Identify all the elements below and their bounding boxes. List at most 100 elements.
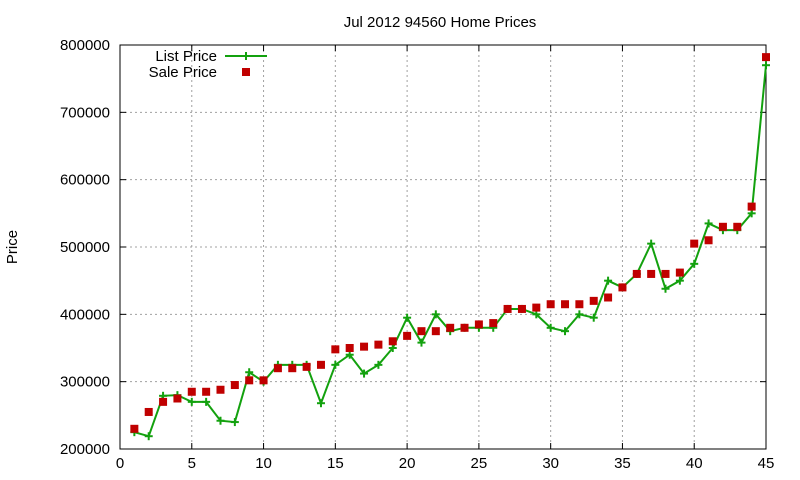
data-point-sale-price bbox=[675, 268, 684, 277]
legend-swatch-sale-price bbox=[242, 68, 250, 76]
y-tick-label: 200000 bbox=[60, 441, 110, 458]
data-point-sale-price bbox=[273, 364, 282, 373]
data-point-list-price bbox=[532, 310, 541, 319]
axis-ticks: 200000 300000 400000 500000 600000 700000 8000… bbox=[60, 37, 774, 472]
data-point-list-price bbox=[245, 368, 254, 377]
legend-marker-sale-price bbox=[242, 68, 250, 76]
data-point-list-price bbox=[762, 61, 770, 70]
data-point-sale-price bbox=[259, 376, 268, 385]
chart-title: Jul 2012 94560 Home Prices bbox=[344, 14, 537, 31]
data-point-sale-price bbox=[374, 340, 383, 349]
data-point-list-price bbox=[690, 259, 699, 268]
data-point-list-price bbox=[345, 350, 354, 359]
data-point-sale-price bbox=[561, 300, 570, 309]
data-point-sale-price bbox=[403, 331, 412, 340]
data-point-sale-price bbox=[718, 222, 727, 231]
data-point-sale-price bbox=[187, 387, 196, 396]
data-point-list-price bbox=[675, 276, 684, 285]
data-point-sale-price bbox=[632, 269, 641, 278]
data-point-sale-price bbox=[474, 320, 483, 329]
series-line-list-price bbox=[134, 65, 767, 438]
data-point-sale-price bbox=[288, 364, 297, 373]
data-point-sale-price bbox=[460, 323, 469, 332]
data-point-sale-price bbox=[762, 53, 770, 62]
data-point-list-price bbox=[546, 323, 555, 332]
y-tick-label: 800000 bbox=[60, 37, 110, 54]
data-point-sale-price bbox=[159, 397, 168, 406]
legend-swatch-list-price bbox=[225, 52, 267, 60]
x-tick-label: 15 bbox=[327, 455, 344, 472]
y-tick-label: 400000 bbox=[60, 306, 110, 323]
data-point-sale-price bbox=[417, 327, 426, 336]
legend-marker-list-price bbox=[242, 52, 250, 60]
data-point-list-price bbox=[704, 219, 713, 228]
y-tick-label: 300000 bbox=[60, 374, 110, 391]
data-point-list-price bbox=[360, 369, 369, 378]
legend: List Price Sale Price bbox=[149, 48, 267, 81]
data-point-sale-price bbox=[604, 293, 613, 302]
data-point-sale-price bbox=[661, 269, 670, 278]
data-point-list-price bbox=[187, 397, 196, 406]
data-point-list-price bbox=[575, 310, 584, 319]
data-point-list-price bbox=[589, 313, 598, 322]
x-tick-label: 25 bbox=[471, 455, 488, 472]
data-point-sale-price bbox=[733, 222, 742, 231]
data-point-list-price bbox=[604, 276, 613, 285]
data-point-sale-price bbox=[316, 360, 325, 369]
data-point-list-price bbox=[747, 209, 756, 218]
data-point-sale-price bbox=[144, 407, 153, 416]
data-point-sale-price bbox=[130, 424, 139, 433]
data-point-sale-price bbox=[647, 269, 656, 278]
data-point-sale-price bbox=[216, 385, 225, 394]
data-point-list-price bbox=[202, 397, 211, 406]
data-point-sale-price bbox=[230, 381, 239, 390]
data-point-sale-price bbox=[704, 236, 713, 245]
data-point-list-price bbox=[331, 360, 340, 369]
data-point-sale-price bbox=[245, 376, 254, 385]
data-point-sale-price bbox=[517, 304, 526, 313]
legend-label-sale-price: Sale Price bbox=[149, 64, 217, 81]
data-point-list-price bbox=[431, 310, 440, 319]
legend-label-list-price: List Price bbox=[155, 48, 217, 65]
y-tick-label: 600000 bbox=[60, 172, 110, 189]
x-tick-label: 35 bbox=[614, 455, 631, 472]
data-point-sale-price bbox=[173, 394, 182, 403]
data-point-sale-price bbox=[388, 337, 397, 346]
y-tick-label: 700000 bbox=[60, 104, 110, 121]
data-point-sale-price bbox=[503, 304, 512, 313]
x-tick-label: 20 bbox=[399, 455, 416, 472]
data-point-sale-price bbox=[302, 362, 311, 371]
data-point-sale-price bbox=[747, 202, 756, 211]
series-list-price bbox=[130, 61, 770, 441]
data-point-sale-price bbox=[202, 387, 211, 396]
data-point-list-price bbox=[561, 327, 570, 336]
data-point-sale-price bbox=[431, 327, 440, 336]
data-point-list-price bbox=[216, 416, 225, 425]
data-series bbox=[130, 53, 770, 441]
data-point-list-price bbox=[230, 418, 239, 427]
data-point-sale-price bbox=[575, 300, 584, 309]
data-point-sale-price bbox=[489, 319, 498, 328]
plot-frame bbox=[119, 44, 767, 450]
data-point-sale-price bbox=[618, 283, 627, 292]
data-point-list-price bbox=[417, 338, 426, 347]
x-tick-label: 45 bbox=[758, 455, 775, 472]
x-tick-label: 10 bbox=[255, 455, 272, 472]
data-point-sale-price bbox=[360, 342, 369, 351]
x-tick-label: 5 bbox=[188, 455, 196, 472]
y-tick-label: 500000 bbox=[60, 239, 110, 256]
data-point-sale-price bbox=[589, 296, 598, 305]
data-point-sale-price bbox=[345, 344, 354, 352]
data-point-list-price bbox=[144, 432, 153, 441]
data-point-sale-price bbox=[446, 323, 455, 332]
data-point-sale-price bbox=[546, 300, 555, 309]
data-point-list-price bbox=[647, 239, 656, 248]
x-tick-label: 0 bbox=[116, 455, 124, 472]
data-point-list-price bbox=[316, 399, 325, 408]
data-point-list-price bbox=[403, 313, 412, 322]
data-point-list-price bbox=[388, 344, 397, 352]
x-tick-label: 30 bbox=[542, 455, 559, 472]
x-tick-label: 40 bbox=[686, 455, 703, 472]
data-point-sale-price bbox=[532, 303, 541, 312]
